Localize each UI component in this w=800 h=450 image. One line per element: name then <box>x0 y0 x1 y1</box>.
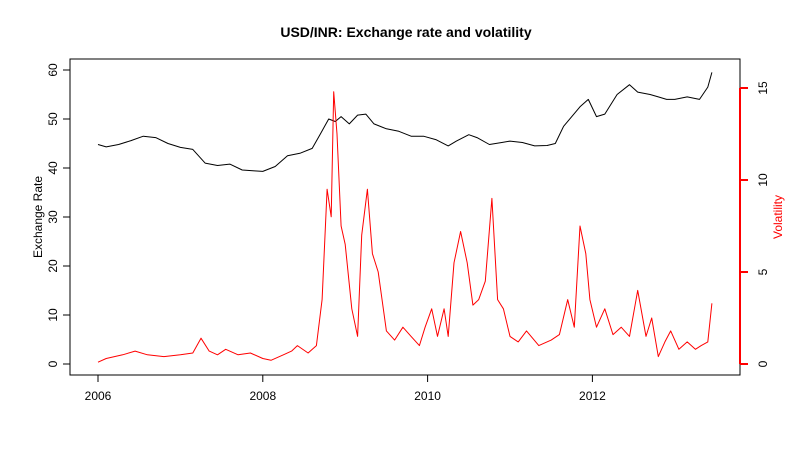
y-tick-label-left: 0 <box>46 360 60 367</box>
x-tick-label: 2012 <box>579 389 606 403</box>
y-axis-right-title: Volatility <box>771 195 785 239</box>
y-tick-label-right: 5 <box>756 268 770 275</box>
x-axis: 2006 2008 2010 2012 <box>85 374 606 403</box>
y-axis-right: 0 5 10 15 <box>739 81 770 367</box>
plot-area <box>69 58 741 376</box>
y-tick-label-left: 60 <box>46 63 60 77</box>
x-tick-label: 2006 <box>85 389 112 403</box>
exchange-rate-series <box>97 72 713 172</box>
y-tick-label-left: 50 <box>46 112 60 126</box>
y-tick-label-right: 15 <box>756 81 770 95</box>
y-tick-label-left: 40 <box>46 161 60 175</box>
volatility-series <box>97 91 713 363</box>
x-tick-label: 2008 <box>249 389 276 403</box>
exchange-rate-line <box>97 72 713 172</box>
y-tick-label-left: 20 <box>46 259 60 273</box>
chart-title: USD/INR: Exchange rate and volatility <box>280 24 531 40</box>
x-tick-label: 2010 <box>414 389 441 403</box>
volatility-line <box>97 91 713 363</box>
y-axis-left: 0 10 20 30 40 50 60 <box>46 63 71 367</box>
y-tick-label-left: 10 <box>46 308 60 322</box>
y-tick-label-left: 30 <box>46 210 60 224</box>
y-tick-label-right: 0 <box>756 360 770 367</box>
y-tick-label-right: 10 <box>756 173 770 187</box>
y-axis-left-title: Exchange Rate <box>31 176 45 258</box>
